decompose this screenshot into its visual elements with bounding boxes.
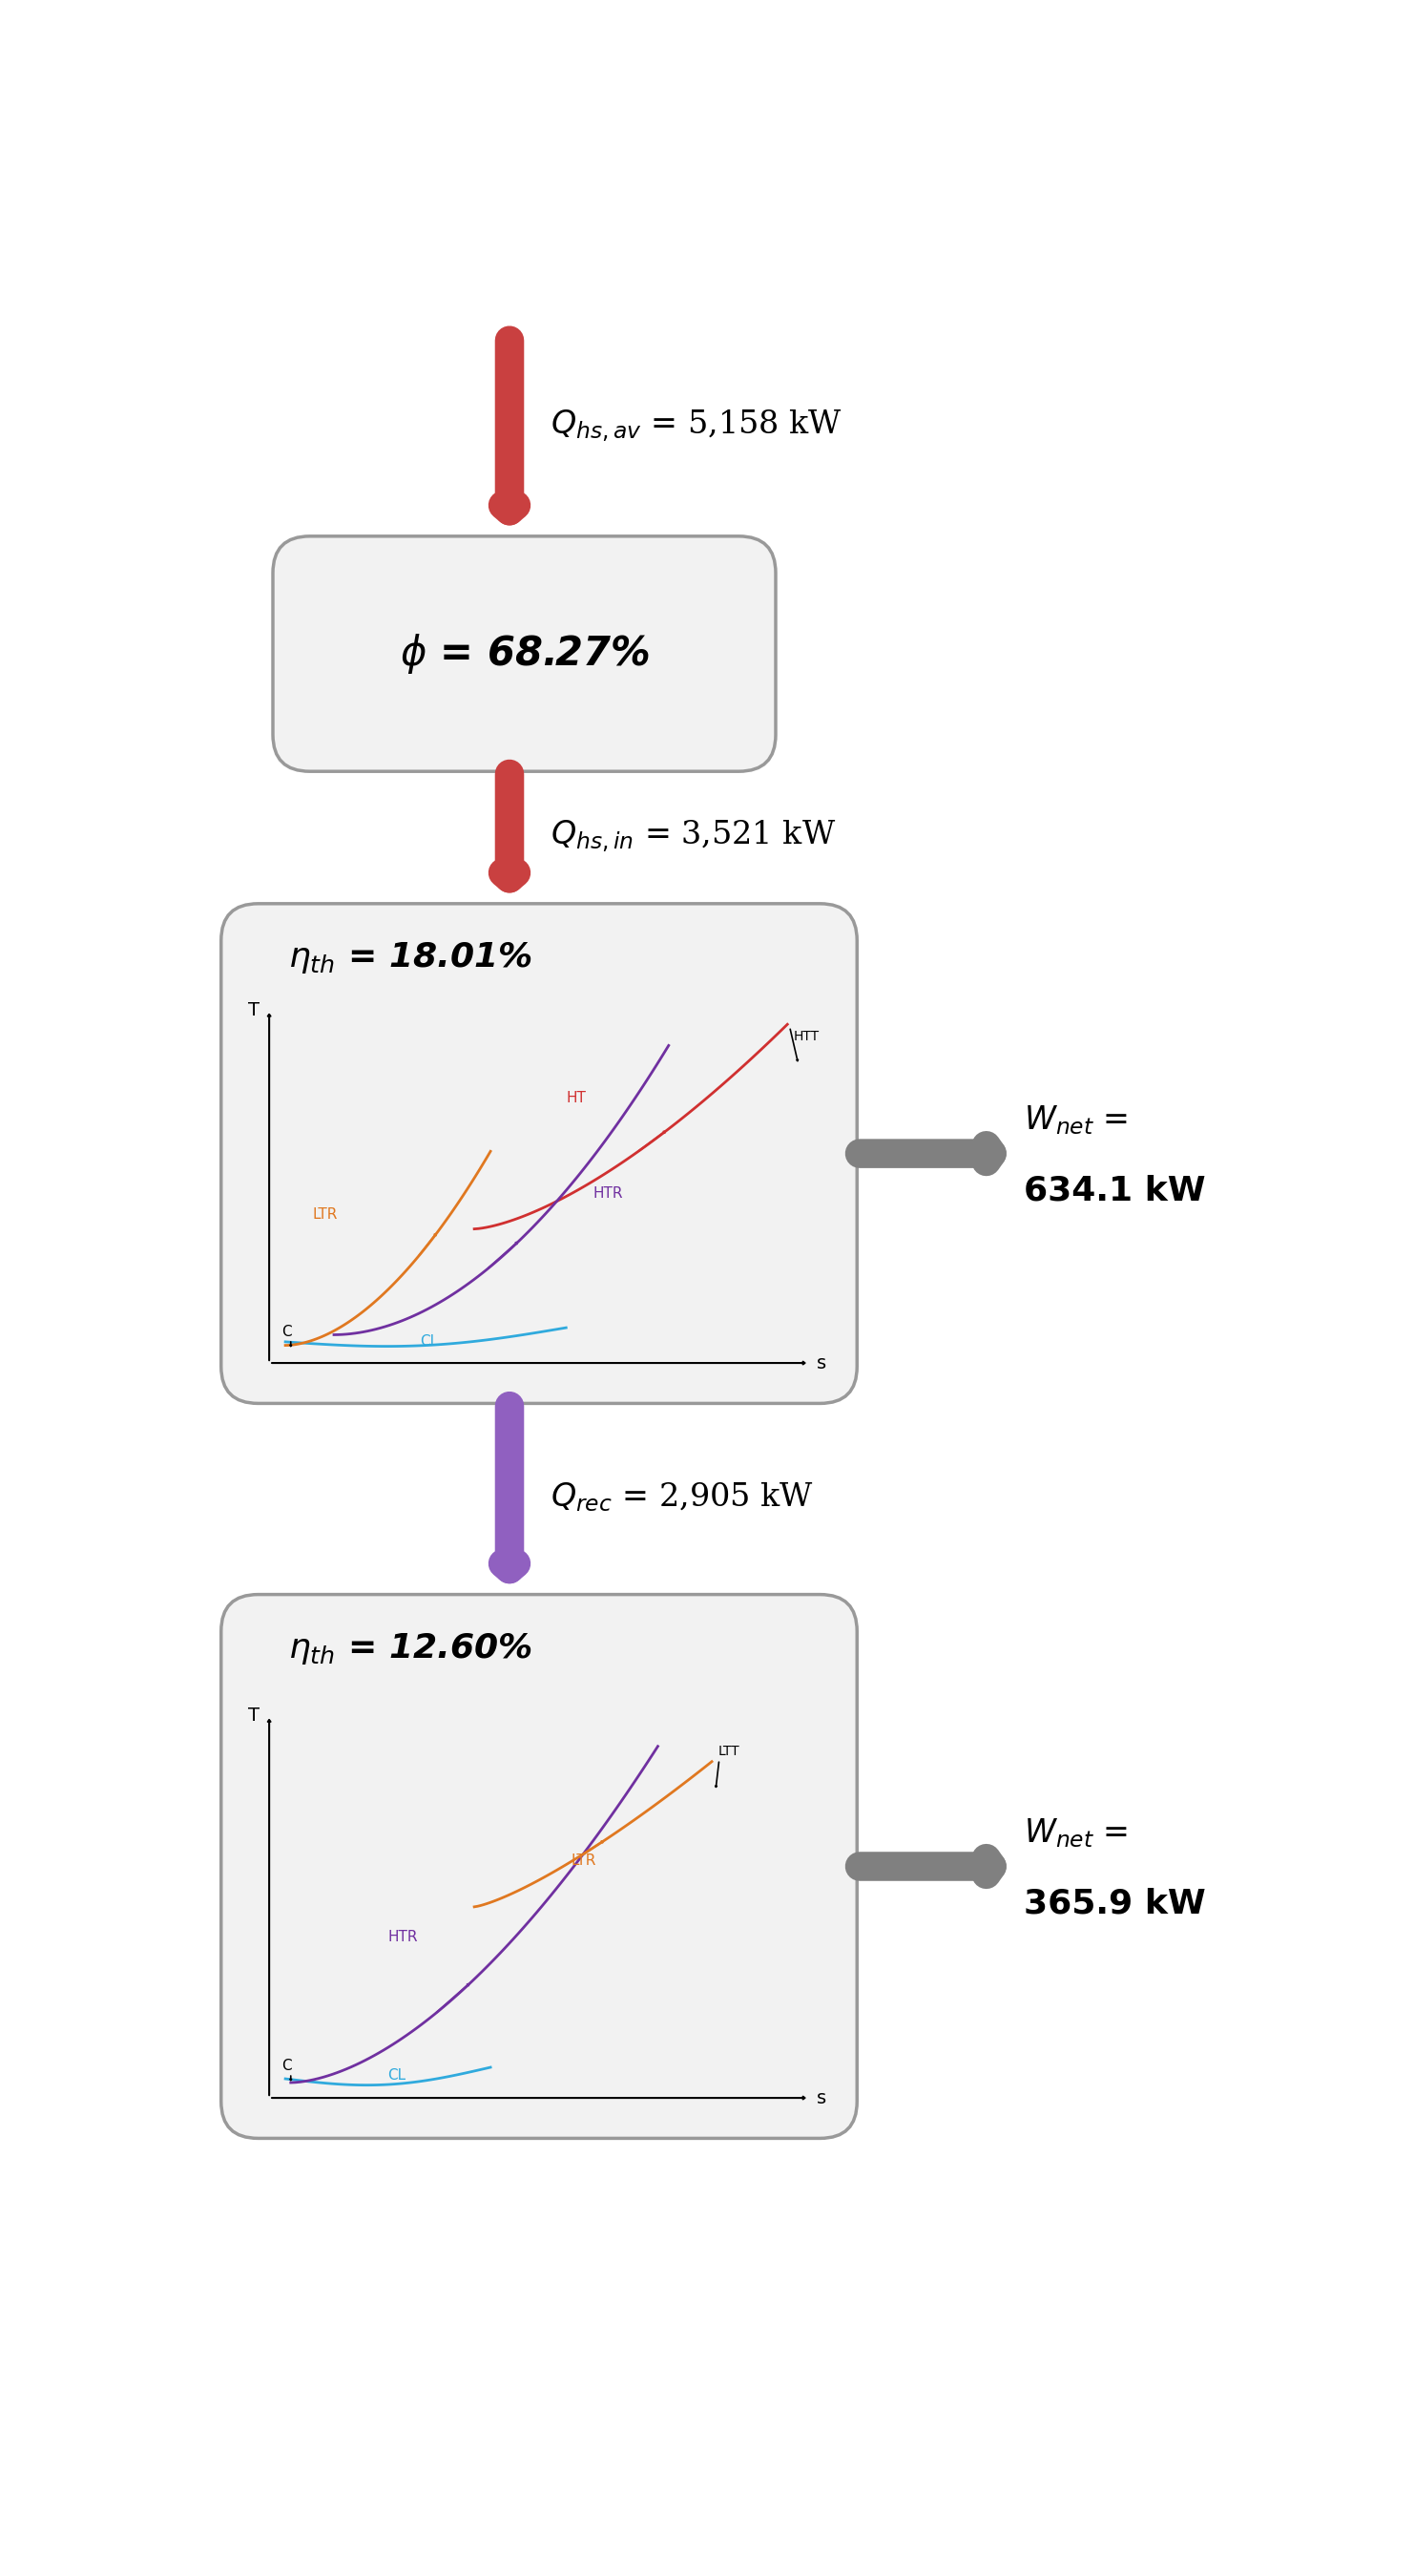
- Text: $Q_{hs,in}$ = 3,521 kW: $Q_{hs,in}$ = 3,521 kW: [550, 817, 836, 853]
- Text: $\phi$ = 68.27%: $\phi$ = 68.27%: [399, 631, 649, 675]
- Text: LTT: LTT: [718, 1744, 740, 1757]
- Text: HTR: HTR: [387, 1929, 419, 1945]
- Text: HT: HT: [566, 1092, 585, 1105]
- Text: s: s: [816, 2089, 826, 2107]
- Text: $W_{net}$ =: $W_{net}$ =: [1024, 1816, 1128, 1850]
- Text: $\eta_{th}$ = 12.60%: $\eta_{th}$ = 12.60%: [287, 1631, 532, 1667]
- FancyBboxPatch shape: [221, 904, 857, 1404]
- Text: $W_{net}$ =: $W_{net}$ =: [1024, 1105, 1128, 1136]
- Text: s: s: [816, 1355, 826, 1373]
- Text: HTT: HTT: [793, 1030, 819, 1043]
- Text: $\eta_{th}$ = 18.01%: $\eta_{th}$ = 18.01%: [287, 940, 532, 976]
- Text: 365.9 kW: 365.9 kW: [1024, 1886, 1205, 1919]
- FancyBboxPatch shape: [221, 1595, 857, 2138]
- Text: LTR: LTR: [571, 1855, 597, 1868]
- Text: T: T: [247, 1708, 260, 1726]
- Text: C: C: [281, 2058, 293, 2074]
- Text: $Q_{hs,av}$ = 5,158 kW: $Q_{hs,av}$ = 5,158 kW: [550, 407, 843, 443]
- Text: T: T: [247, 1002, 260, 1020]
- Text: $Q_{rec}$ = 2,905 kW: $Q_{rec}$ = 2,905 kW: [550, 1481, 813, 1515]
- Text: HTR: HTR: [592, 1188, 624, 1200]
- FancyBboxPatch shape: [273, 536, 776, 770]
- Text: LTR: LTR: [312, 1208, 338, 1221]
- Text: CL: CL: [387, 2069, 406, 2081]
- Text: 634.1 kW: 634.1 kW: [1024, 1175, 1205, 1206]
- Text: CL: CL: [420, 1334, 438, 1350]
- Text: C: C: [281, 1324, 293, 1340]
